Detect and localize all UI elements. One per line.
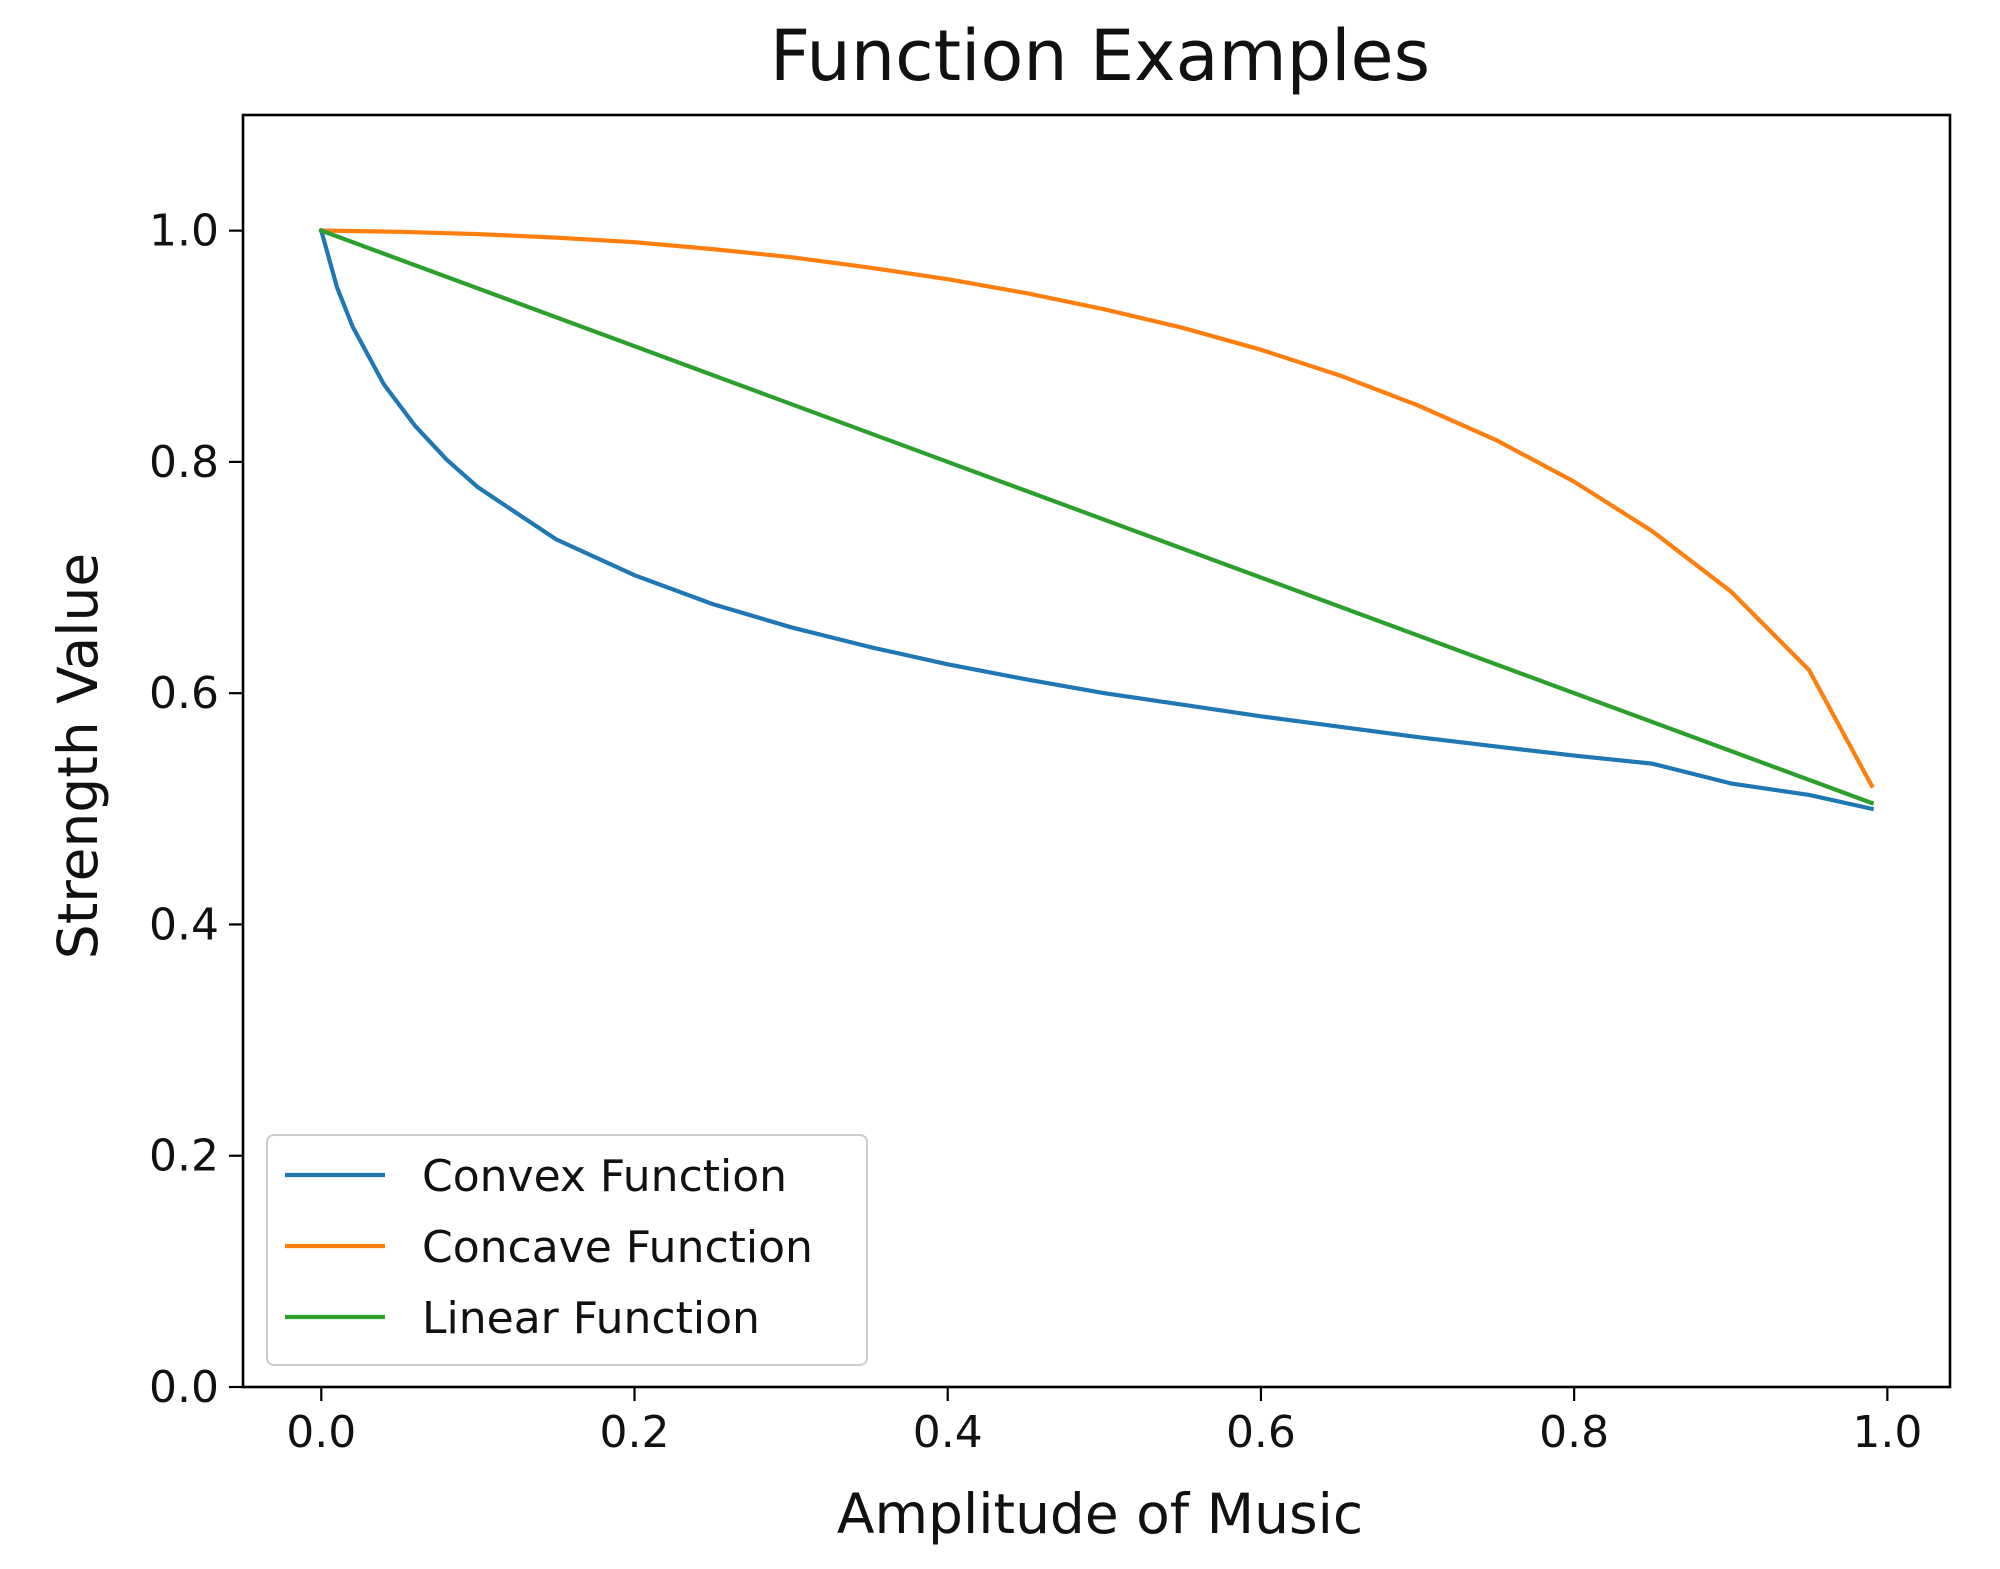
legend-box: [266, 1134, 868, 1366]
series-layer: [318, 227, 1875, 812]
y-tick-label: 1.0: [149, 206, 219, 257]
y-axis-ticks: 0.0 0.2 0.4 0.6 0.8 1.0: [149, 206, 243, 1413]
legend: Convex Function Concave Function Linear Fu…: [266, 1134, 868, 1366]
y-axis-label: Strength Value: [46, 553, 110, 959]
plot-frame: [241, 113, 1952, 1389]
x-tick-label: 0.4: [913, 1407, 983, 1458]
y-tick-label: 0.8: [149, 437, 219, 488]
y-tick-label: 0.0: [149, 1362, 219, 1413]
x-tick-label: 1.0: [1852, 1407, 1922, 1458]
chart-title: Function Examples: [770, 15, 1430, 97]
x-axis-label: Amplitude of Music: [837, 1482, 1363, 1546]
legend-label: Concave Function: [422, 1222, 813, 1273]
y-tick-label: 0.2: [149, 1131, 219, 1182]
legend-label: Linear Function: [422, 1293, 760, 1344]
legend-label: Convex Function: [422, 1151, 787, 1202]
legend-entries: Convex Function Concave Function Linear Fu…: [285, 1151, 813, 1344]
x-tick-label: 0.6: [1226, 1407, 1296, 1458]
y-tick-label: 0.4: [149, 899, 219, 950]
series-line-1: [319, 228, 1875, 789]
x-tick-label: 0.2: [600, 1407, 670, 1458]
series-line-2: [318, 227, 1875, 806]
y-tick-label: 0.6: [149, 668, 219, 719]
series-line-0: [318, 228, 1875, 812]
x-axis-ticks: 0.0 0.2 0.4 0.6 0.8 1.0: [286, 1387, 1922, 1458]
x-tick-label: 0.8: [1539, 1407, 1609, 1458]
x-tick-label: 0.0: [286, 1407, 356, 1458]
